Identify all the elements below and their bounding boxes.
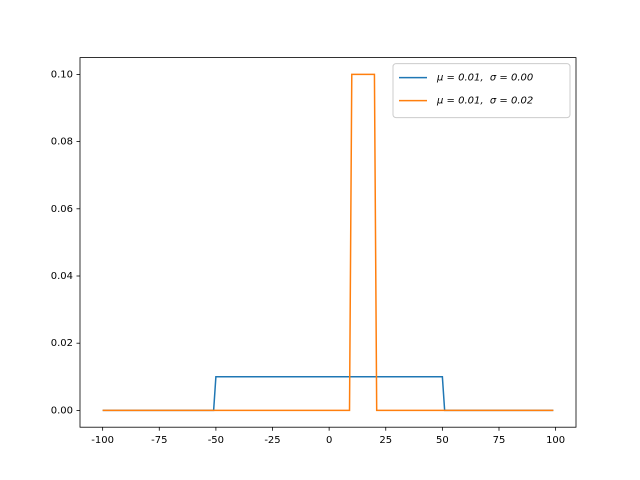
axes-frame [79, 57, 577, 428]
y-tick-label: 0.04 [51, 271, 73, 282]
y-tick-label: 0.10 [51, 69, 73, 80]
y-tick-label: 0.06 [51, 204, 73, 215]
y-tick-label: 0.02 [51, 338, 73, 349]
legend-label: μ = 0.01, σ = 0.00 [436, 73, 533, 84]
legend-box [392, 63, 571, 119]
x-tick-label: -25 [264, 435, 280, 446]
line [102, 73, 554, 412]
x-tick-label: 75 [493, 435, 506, 446]
y-tick-label: 0.08 [51, 137, 73, 148]
x-tick-label: 100 [546, 435, 565, 446]
x-tick-label: 25 [379, 435, 392, 446]
x-tick-label: -100 [91, 435, 114, 446]
legend-label: μ = 0.01, σ = 0.02 [436, 96, 533, 107]
x-tick-label: 0 [326, 435, 332, 446]
y-tick-label: 0.00 [51, 405, 73, 416]
x-tick-label: -75 [151, 435, 167, 446]
x-tick-label: 50 [436, 435, 449, 446]
x-tick-label: -50 [208, 435, 224, 446]
